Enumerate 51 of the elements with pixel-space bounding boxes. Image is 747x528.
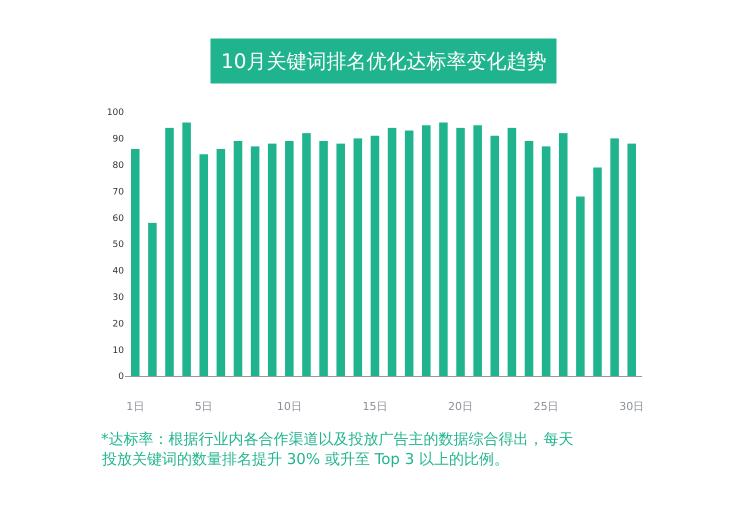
- bar: [388, 128, 396, 376]
- bar: [354, 138, 362, 376]
- x-tick-label: 30日: [619, 400, 644, 414]
- bar: [268, 144, 276, 376]
- bar: [182, 122, 191, 376]
- bar: [336, 144, 345, 376]
- bar: [199, 154, 208, 376]
- bar: [148, 222, 157, 376]
- bar: [302, 133, 311, 376]
- y-tick-label: 60: [112, 214, 124, 224]
- bar: [490, 136, 500, 376]
- x-tick-label: 20日: [448, 400, 474, 414]
- bar: [216, 148, 226, 376]
- bar: [576, 196, 585, 376]
- bar: [627, 144, 636, 376]
- text: 投放关键词的数量排名提升 30% 或升至 Top 3 以上的比例。: [101, 450, 510, 468]
- bar: [524, 141, 534, 376]
- y-tick-label: 50: [112, 240, 124, 250]
- bar: [558, 133, 568, 376]
- y-tick-label: 10: [112, 346, 124, 356]
- bar: [542, 146, 550, 376]
- bar: [508, 128, 516, 376]
- x-tick-label: 1日: [126, 400, 144, 414]
- bar: [422, 125, 431, 376]
- x-tick-label: 15日: [362, 400, 388, 414]
- bar: [593, 167, 602, 376]
- bar: [130, 148, 140, 376]
- bar: [165, 128, 174, 376]
- y-tick-label: 80: [112, 160, 124, 171]
- bar: [456, 128, 465, 376]
- bar: [250, 146, 260, 376]
- text: *达标率：根据行业内各合作渠道以及投放广告主的数据综合得出，每天: [101, 430, 574, 448]
- y-tick-label: 70: [112, 187, 124, 198]
- bar: [285, 141, 294, 376]
- y-tick-label: 100: [106, 108, 124, 118]
- bar: [370, 136, 380, 376]
- y-tick-label: 0: [118, 372, 124, 382]
- bar: [234, 141, 242, 376]
- bar: [319, 141, 328, 376]
- x-tick-label: 5日: [194, 400, 213, 414]
- chart-title: 10月关键词排名优化达标率变化趋势: [221, 49, 546, 73]
- y-tick-label: 40: [112, 266, 124, 277]
- y-tick-label: 20: [112, 319, 124, 330]
- bar: [473, 125, 482, 376]
- x-tick-label: 10日: [276, 400, 302, 414]
- x-tick-label: 25日: [534, 400, 559, 414]
- bar: [404, 130, 414, 376]
- y-tick-label: 30: [112, 292, 124, 303]
- bar: [610, 138, 619, 376]
- y-tick-label: 90: [112, 134, 124, 145]
- bar: [439, 122, 448, 376]
